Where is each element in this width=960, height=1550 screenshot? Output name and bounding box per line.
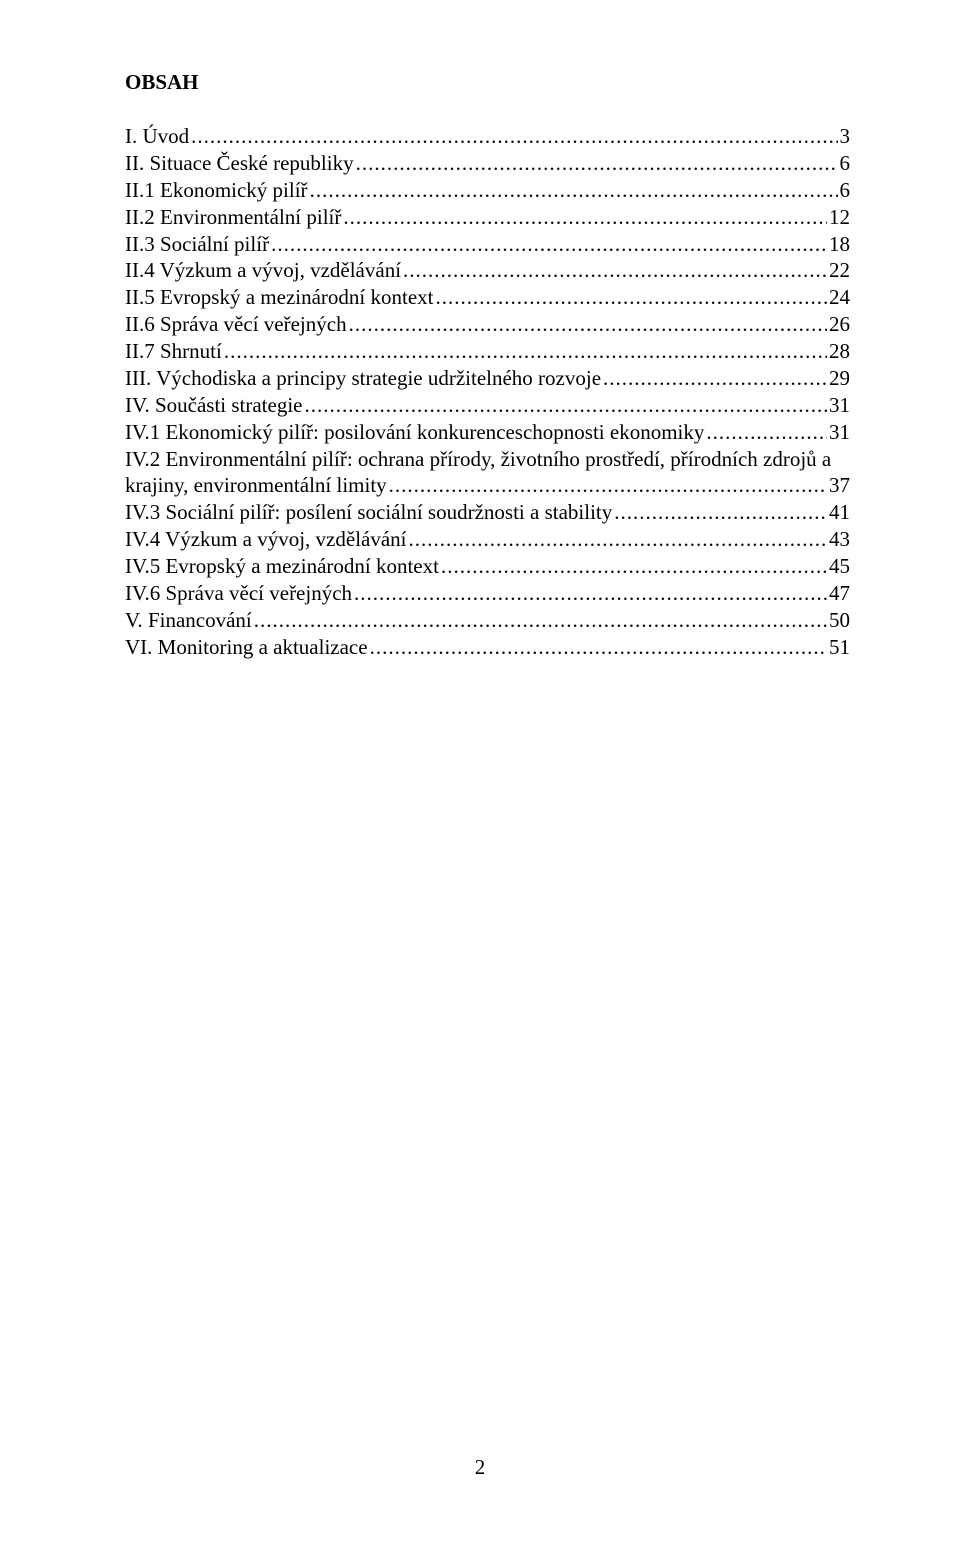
toc-leader	[305, 392, 828, 419]
toc-page: 26	[829, 311, 850, 338]
toc-leader	[343, 204, 827, 231]
toc-label: krajiny, environmentální limity	[125, 472, 387, 499]
toc-label: II.5 Evropský a mezinárodní kontext	[125, 284, 434, 311]
toc-leader	[254, 607, 827, 634]
toc-label: IV.1 Ekonomický pilíř: posilování konkur…	[125, 419, 704, 446]
toc-page: 22	[829, 257, 850, 284]
toc-entry: IV.5 Evropský a mezinárodní kontext 45	[125, 553, 850, 580]
toc-label: II.1 Ekonomický pilíř	[125, 177, 308, 204]
toc-label: IV.5 Evropský a mezinárodní kontext	[125, 553, 439, 580]
toc-leader	[409, 526, 827, 553]
toc-leader	[224, 338, 827, 365]
toc-entry: III. Východiska a principy strategie udr…	[125, 365, 850, 392]
toc-label: I. Úvod	[125, 123, 189, 150]
toc-entry: II.5 Evropský a mezinárodní kontext 24	[125, 284, 850, 311]
toc-label: II.4 Výzkum a vývoj, vzdělávání	[125, 257, 401, 284]
toc-entry: V. Financování 50	[125, 607, 850, 634]
toc-leader	[310, 177, 838, 204]
toc-page: 29	[829, 365, 850, 392]
toc-page: 3	[840, 123, 851, 150]
toc-leader	[389, 472, 827, 499]
toc-entry: IV.1 Ekonomický pilíř: posilování konkur…	[125, 419, 850, 446]
toc-leader	[349, 311, 827, 338]
toc-leader	[614, 499, 827, 526]
toc-entry: II.6 Správa věcí veřejných 26	[125, 311, 850, 338]
toc-leader	[191, 123, 837, 150]
toc-page: 50	[829, 607, 850, 634]
toc-entry: krajiny, environmentální limity 37	[125, 472, 850, 499]
toc-entry: II.1 Ekonomický pilíř 6	[125, 177, 850, 204]
toc-label: II. Situace České republiky	[125, 150, 354, 177]
toc-page: 18	[829, 231, 850, 258]
toc-entry: IV.4 Výzkum a vývoj, vzdělávání 43	[125, 526, 850, 553]
toc-entry: IV.3 Sociální pilíř: posílení sociální s…	[125, 499, 850, 526]
toc-page: 45	[829, 553, 850, 580]
toc-leader	[706, 419, 827, 446]
toc-leader	[271, 231, 827, 258]
toc-entry: II.7 Shrnutí 28	[125, 338, 850, 365]
toc-page: 28	[829, 338, 850, 365]
toc-leader	[356, 150, 838, 177]
toc-label: VI. Monitoring a aktualizace	[125, 634, 368, 661]
toc-page: 24	[829, 284, 850, 311]
toc-page: 12	[829, 204, 850, 231]
toc-leader	[441, 553, 827, 580]
toc-page: 47	[829, 580, 850, 607]
toc-entry: IV.6 Správa věcí veřejných 47	[125, 580, 850, 607]
toc-leader	[403, 257, 827, 284]
toc-page: 6	[840, 150, 851, 177]
toc-entry: VI. Monitoring a aktualizace 51	[125, 634, 850, 661]
toc-label: II.2 Environmentální pilíř	[125, 204, 341, 231]
toc-leader	[603, 365, 827, 392]
toc-label: II.6 Správa věcí veřejných	[125, 311, 347, 338]
toc-label: V. Financování	[125, 607, 252, 634]
toc-entry-line1: IV.2 Environmentální pilíř: ochrana přír…	[125, 446, 850, 473]
toc-page: 51	[829, 634, 850, 661]
toc-entry: IV. Součásti strategie 31	[125, 392, 850, 419]
toc-entry: II.3 Sociální pilíř 18	[125, 231, 850, 258]
toc-page: 37	[829, 472, 850, 499]
toc-page: 31	[829, 392, 850, 419]
toc-page: 43	[829, 526, 850, 553]
toc-label: IV. Součásti strategie	[125, 392, 303, 419]
toc-leader	[370, 634, 827, 661]
toc-label: IV.3 Sociální pilíř: posílení sociální s…	[125, 499, 612, 526]
toc-page: 41	[829, 499, 850, 526]
page-number: 2	[0, 1455, 960, 1480]
toc-page: 31	[829, 419, 850, 446]
table-of-contents: I. Úvod3II. Situace České republiky6II.1…	[125, 123, 850, 661]
toc-label: II.3 Sociální pilíř	[125, 231, 269, 258]
toc-entry: II. Situace České republiky 6	[125, 150, 850, 177]
toc-leader	[354, 580, 827, 607]
toc-entry: II.4 Výzkum a vývoj, vzdělávání 22	[125, 257, 850, 284]
toc-label: III. Východiska a principy strategie udr…	[125, 365, 601, 392]
toc-label: IV.6 Správa věcí veřejných	[125, 580, 352, 607]
document-page: OBSAH I. Úvod3II. Situace České republik…	[0, 0, 960, 1550]
toc-page: 6	[840, 177, 851, 204]
toc-label: II.7 Shrnutí	[125, 338, 222, 365]
toc-title: OBSAH	[125, 70, 850, 95]
toc-entry: II.2 Environmentální pilíř 12	[125, 204, 850, 231]
toc-entry: I. Úvod 3	[125, 123, 850, 150]
toc-label: IV.4 Výzkum a vývoj, vzdělávání	[125, 526, 407, 553]
toc-leader	[436, 284, 828, 311]
